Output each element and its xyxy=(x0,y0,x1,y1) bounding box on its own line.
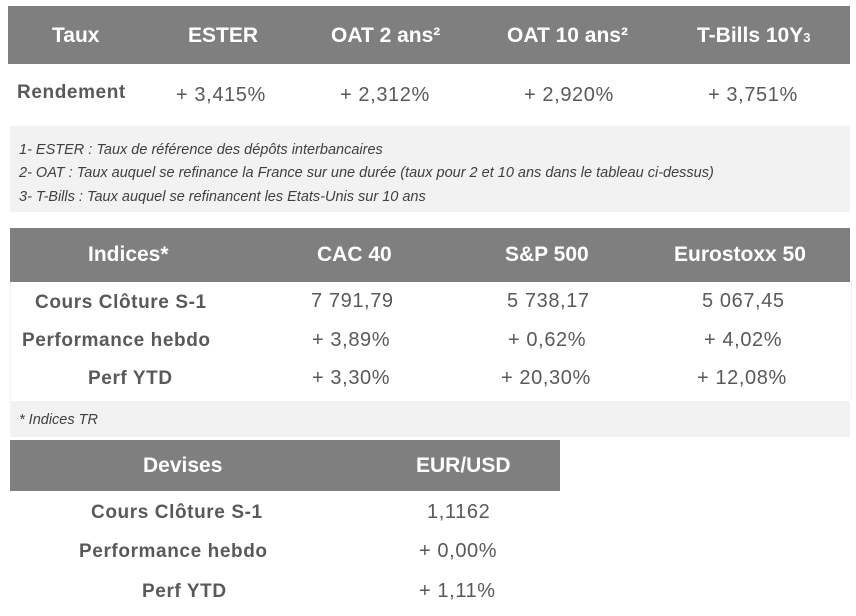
indices-row-label: Performance hebdo xyxy=(22,330,211,351)
taux-header-tbills: T-Bills 10Y3 xyxy=(697,25,810,46)
indices-cell: 5 738,17 xyxy=(507,290,590,312)
indices-header-row xyxy=(10,228,850,282)
taux-header-row xyxy=(8,6,850,64)
devises-header-eurusd: EUR/USD xyxy=(416,454,511,477)
indices-header-sp500: S&P 500 xyxy=(505,243,589,266)
taux-note-3: 3- T-Bills : Taux auquel se refinancent … xyxy=(19,189,426,205)
devises-header-row xyxy=(10,440,560,491)
indices-body xyxy=(10,282,852,400)
devises-row-label: Performance hebdo xyxy=(79,541,268,562)
indices-cell: + 12,08% xyxy=(697,367,787,389)
indices-cell: 5 067,45 xyxy=(702,290,785,312)
taux-header-ester: ESTER xyxy=(188,24,259,47)
taux-header-tbills-superscript: 3 xyxy=(803,30,811,45)
indices-note: * Indices TR xyxy=(19,412,98,428)
devises-cell: + 0,00% xyxy=(419,540,498,562)
taux-header-tbills-label: T-Bills 10Y xyxy=(697,24,804,47)
indices-cell: + 3,30% xyxy=(312,367,391,389)
devises-cell: 1,1162 xyxy=(427,501,491,523)
devises-header-devises: Devises xyxy=(143,454,223,477)
indices-header-cac40: CAC 40 xyxy=(317,243,392,266)
indices-cell: + 0,62% xyxy=(508,329,587,351)
taux-value-tbills: + 3,751% xyxy=(708,84,798,106)
indices-header-eurostoxx50: Eurostoxx 50 xyxy=(674,243,806,266)
taux-row-label: Rendement xyxy=(17,82,126,103)
indices-row-label: Cours Clôture S-1 xyxy=(35,292,207,313)
taux-notes-panel xyxy=(10,126,850,212)
indices-header-indices: Indices* xyxy=(88,243,169,266)
taux-value-oat10: + 2,920% xyxy=(524,84,614,106)
taux-value-ester: + 3,415% xyxy=(176,84,266,106)
indices-cell: + 4,02% xyxy=(704,329,783,351)
taux-note-2: 2- OAT : Taux auquel se refinance la Fra… xyxy=(19,165,714,181)
indices-note-panel xyxy=(10,401,850,437)
taux-value-oat2: + 2,312% xyxy=(340,84,430,106)
devises-row-label: Perf YTD xyxy=(142,581,227,602)
taux-header-taux: Taux xyxy=(52,24,100,47)
indices-cell: 7 791,79 xyxy=(311,290,394,312)
indices-cell: + 3,89% xyxy=(312,329,391,351)
devises-row-label: Cours Clôture S-1 xyxy=(91,502,263,523)
indices-cell: + 20,30% xyxy=(501,367,591,389)
devises-cell: + 1,11% xyxy=(419,580,496,602)
taux-note-1: 1- ESTER : Taux de référence des dépôts … xyxy=(19,142,383,158)
taux-header-oat10: OAT 10 ans² xyxy=(507,24,628,47)
taux-header-oat2: OAT 2 ans² xyxy=(331,24,441,47)
indices-row-label: Perf YTD xyxy=(88,368,173,389)
